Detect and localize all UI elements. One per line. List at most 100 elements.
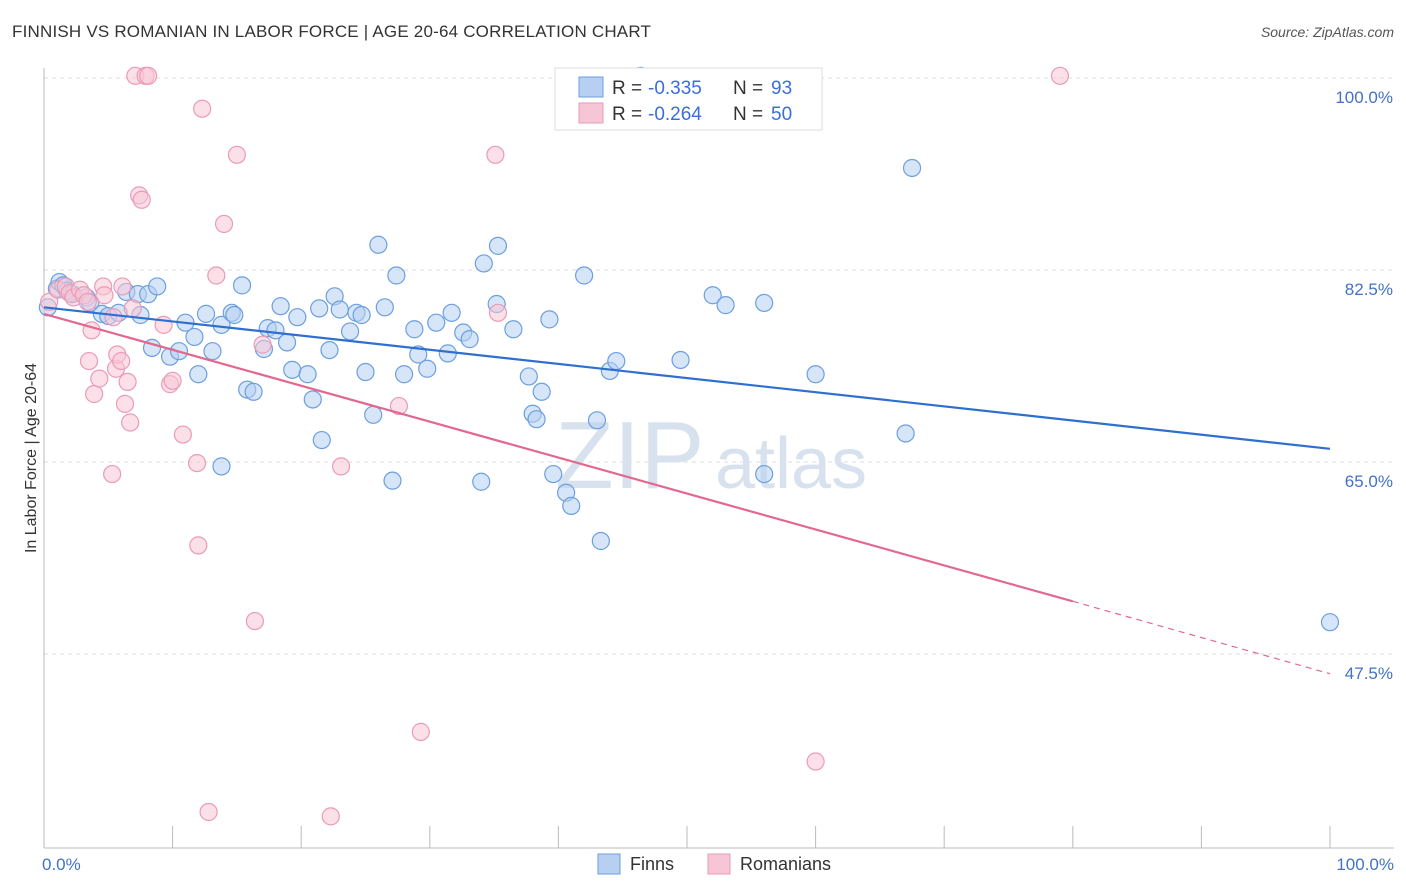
finns-point-85 — [755, 293, 774, 313]
y-tick-label-0: 100.0% — [1335, 88, 1393, 107]
legend-r-value-finns: -0.335 — [648, 78, 702, 99]
finns-point-76 — [575, 266, 594, 285]
gridlines — [44, 77, 1394, 655]
finns-point-80 — [607, 351, 626, 371]
finns-point-66 — [488, 236, 508, 255]
romanians-point-35 — [193, 99, 212, 118]
finns-point-35 — [277, 333, 297, 352]
trendline-romanians — [43, 312, 1074, 603]
finns-point-16 — [148, 277, 167, 296]
bottom-legend-swatch-finns — [597, 853, 621, 875]
finns-point-70 — [527, 410, 546, 429]
finns-point-67 — [504, 320, 523, 339]
legend-box: R = -0.335 N = 93 R = -0.264 N = 50 — [554, 67, 823, 131]
romanians-point-39 — [227, 145, 246, 164]
romanians-point-46 — [486, 145, 505, 164]
x-tick-label-min: 0.0% — [42, 855, 81, 874]
finns-point-55 — [405, 320, 424, 339]
finns-point-40 — [310, 299, 329, 318]
romanians-point-38 — [214, 214, 234, 234]
watermark-atlas: atlas — [715, 424, 867, 504]
finns-point-89 — [902, 158, 922, 178]
romanians-point-15 — [104, 308, 123, 327]
y-tick-label-1: 82.5% — [1345, 280, 1393, 299]
finns-point-42 — [320, 340, 339, 360]
y-tick-labels: 100.0% 82.5% 65.0% 47.5% — [1335, 88, 1393, 683]
y-tick-label-2: 65.0% — [1345, 472, 1393, 491]
finns-point-72 — [540, 310, 559, 329]
finns-point-25 — [212, 457, 231, 476]
finns-point-63 — [472, 472, 491, 491]
x-ticks — [43, 826, 1331, 848]
finns-point-88 — [896, 424, 915, 443]
trendline-finns — [43, 306, 1331, 450]
romanians-point-18 — [112, 351, 131, 371]
finns-point-60 — [442, 303, 461, 322]
romanians-point-7 — [78, 292, 97, 311]
finns-point-58 — [427, 313, 446, 332]
finns-point-87 — [806, 365, 825, 384]
bottom-legend-swatch-romanians — [707, 853, 731, 875]
y-axis-label: In Labor Force | Age 20-64 — [23, 363, 40, 553]
romanians-point-20 — [115, 394, 135, 413]
finns-point-23 — [203, 342, 222, 361]
romanians-point-49 — [1050, 66, 1070, 85]
legend-swatch-romanians — [578, 102, 604, 124]
romanians-point-10 — [85, 384, 104, 404]
finns-point-73 — [544, 464, 563, 484]
romanians-point-36 — [199, 802, 218, 822]
finns-point-64 — [474, 254, 493, 273]
axes — [43, 68, 1394, 849]
finns-point-84 — [716, 296, 735, 315]
finns-point-71 — [532, 382, 551, 401]
legend-n-label-finns: N = — [733, 78, 763, 99]
romanians-point-48 — [806, 752, 825, 771]
y-tick-label-3: 47.5% — [1345, 664, 1393, 683]
finns-point-28 — [232, 276, 252, 295]
source-label: Source: ZipAtlas.com — [1260, 24, 1394, 40]
bottom-legend-label-finns: Finns — [630, 854, 674, 874]
romanians-point-19 — [113, 277, 132, 296]
x-tick-label-max: 100.0% — [1336, 855, 1394, 874]
romanians-point-23 — [123, 299, 142, 318]
romanians-point-33 — [187, 453, 207, 473]
trendline-romanians-extrapolated — [1072, 600, 1331, 675]
legend-n-label-romanians: N = — [733, 104, 763, 125]
finns-point-45 — [340, 322, 360, 341]
finns-point-36 — [283, 360, 302, 379]
finns-point-41 — [312, 430, 331, 450]
trendlines — [43, 306, 1331, 675]
romanians-point-31 — [163, 371, 182, 390]
finns-point-54 — [394, 365, 414, 384]
finns-point-50 — [369, 235, 388, 254]
romanians-point-42 — [321, 807, 340, 826]
finns-point-48 — [356, 362, 375, 382]
romanians-point-45 — [411, 722, 430, 741]
finns-point-57 — [418, 359, 437, 378]
romanians-point-34 — [189, 536, 208, 555]
chart-title: FINNISH VS ROMANIAN IN LABOR FORCE | AGE… — [12, 22, 652, 41]
finns-point-51 — [375, 298, 394, 317]
finns-point-53 — [387, 266, 406, 285]
finns-point-22 — [196, 304, 216, 323]
romanians-point-40 — [245, 611, 265, 631]
romanians-point-21 — [118, 372, 137, 392]
finns-point-30 — [244, 382, 263, 401]
finns-point-90 — [1320, 613, 1340, 632]
legend-r-value-romanians: -0.264 — [648, 104, 702, 125]
bottom-legend-label-romanians: Romanians — [740, 854, 831, 874]
finns-point-44 — [330, 300, 349, 319]
finns-point-78 — [591, 531, 610, 551]
finns-point-33 — [266, 321, 285, 340]
romanians-point-47 — [488, 303, 508, 322]
finns-point-68 — [519, 367, 538, 386]
finns-point-86 — [755, 464, 774, 484]
finns-point-20 — [185, 327, 204, 347]
finns-point-52 — [383, 471, 402, 490]
finns-point-27 — [225, 305, 244, 325]
finns-point-39 — [303, 390, 322, 409]
romanians-point-0 — [40, 292, 59, 311]
romanians-point-22 — [121, 413, 140, 432]
finns-point-37 — [288, 308, 307, 327]
